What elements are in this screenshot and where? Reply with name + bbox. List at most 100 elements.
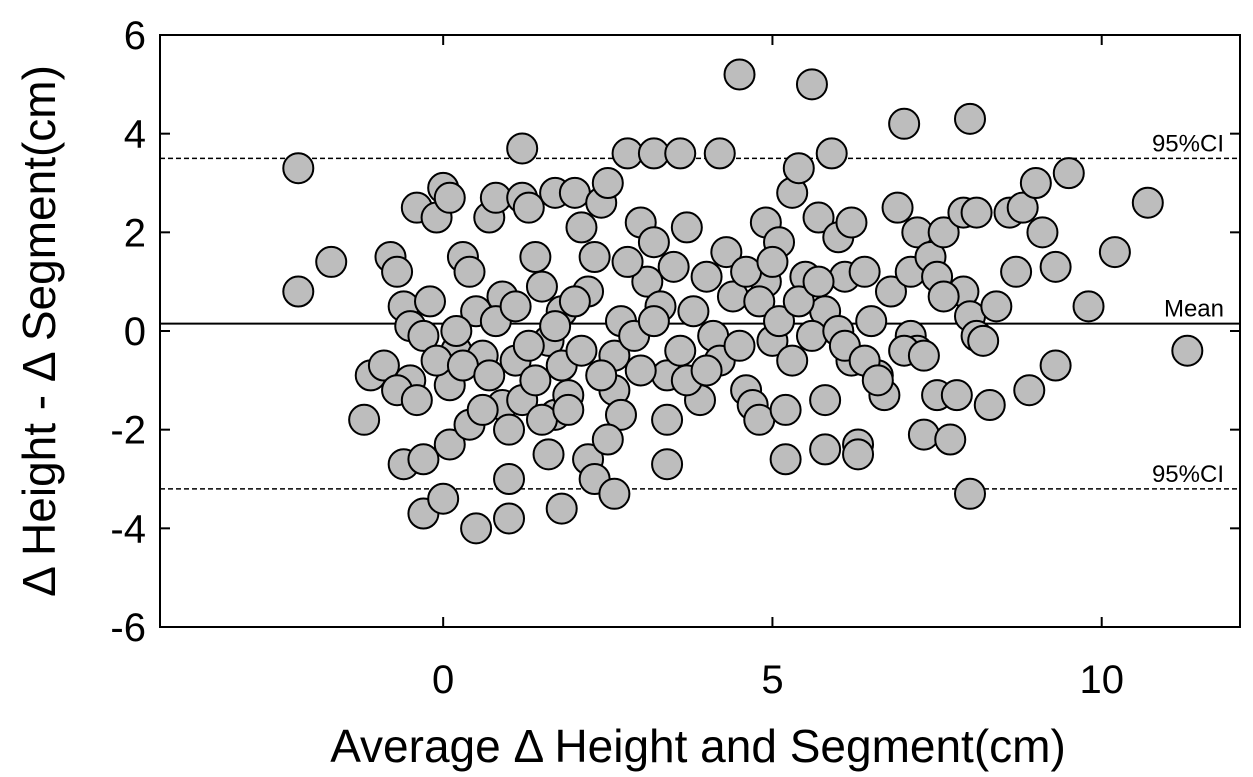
data-point-22 bbox=[453, 255, 486, 288]
data-point-55 bbox=[598, 477, 631, 510]
data-point-191 bbox=[927, 280, 960, 313]
data-point-116 bbox=[927, 216, 960, 249]
data-point-126 bbox=[967, 324, 1000, 357]
data-point-163 bbox=[578, 241, 611, 273]
data-point-33 bbox=[427, 482, 460, 515]
data-point-91 bbox=[802, 201, 835, 234]
data-point-142 bbox=[367, 349, 400, 382]
data-point-61 bbox=[631, 265, 664, 298]
data-point-117 bbox=[934, 423, 967, 456]
data-point-51 bbox=[591, 167, 624, 199]
data-point-139 bbox=[1098, 236, 1131, 269]
x-axis-ticks: 0 5 10 bbox=[432, 35, 1124, 702]
data-point-30 bbox=[493, 463, 526, 495]
data-point-182 bbox=[795, 319, 828, 352]
data-point-179 bbox=[763, 305, 796, 338]
data-point-100 bbox=[842, 438, 875, 471]
data-point-170 bbox=[657, 250, 690, 283]
data-point-18 bbox=[433, 181, 466, 214]
data-point-70 bbox=[677, 295, 710, 328]
data-point-173 bbox=[690, 354, 723, 387]
data-point-0 bbox=[282, 152, 315, 185]
data-point-131 bbox=[1006, 191, 1039, 224]
data-point-168 bbox=[624, 354, 657, 387]
reference-label-2: 95%CI bbox=[1152, 461, 1224, 488]
y-axis-label: Δ Height - Δ Segment(cm) bbox=[13, 65, 65, 597]
data-point-175 bbox=[723, 329, 756, 362]
y-tick-label-5: 4 bbox=[124, 113, 146, 157]
reference-labels: 95%CI Mean 95%CI bbox=[1152, 130, 1224, 488]
data-point-166 bbox=[611, 245, 644, 278]
data-point-31 bbox=[460, 512, 493, 545]
data-point-58 bbox=[532, 438, 565, 471]
data-point-177 bbox=[743, 285, 776, 318]
data-point-127 bbox=[973, 389, 1006, 421]
data-point-141 bbox=[1171, 334, 1204, 367]
data-point-155 bbox=[512, 329, 545, 362]
data-point-85 bbox=[769, 393, 802, 426]
data-point-90 bbox=[795, 68, 828, 101]
data-point-134 bbox=[1026, 216, 1059, 249]
y-tick-label-4: 2 bbox=[124, 211, 146, 255]
data-point-56 bbox=[591, 423, 624, 456]
data-point-121 bbox=[954, 102, 986, 135]
data-point-162 bbox=[565, 334, 598, 367]
data-point-54 bbox=[604, 398, 637, 431]
data-point-39 bbox=[525, 270, 558, 303]
data-point-181 bbox=[782, 285, 815, 318]
y-tick-label-6: 6 bbox=[124, 14, 146, 58]
data-point-62 bbox=[637, 226, 670, 259]
data-point-68 bbox=[664, 137, 697, 170]
data-point-164 bbox=[585, 359, 618, 392]
data-point-174 bbox=[710, 236, 743, 269]
data-point-133 bbox=[1019, 167, 1052, 199]
data-point-188 bbox=[861, 364, 894, 397]
data-point-32 bbox=[493, 502, 526, 535]
data-point-156 bbox=[519, 364, 552, 397]
data-point-95 bbox=[815, 137, 848, 170]
data-point-66 bbox=[651, 403, 684, 436]
data-point-146 bbox=[440, 315, 473, 347]
data-point-65 bbox=[651, 448, 684, 481]
data-point-29 bbox=[493, 413, 526, 446]
data-point-186 bbox=[835, 206, 868, 239]
data-point-135 bbox=[1039, 250, 1072, 283]
data-point-105 bbox=[874, 275, 907, 308]
data-point-183 bbox=[802, 265, 835, 298]
x-tick-label-1: 5 bbox=[761, 658, 783, 702]
data-point-144 bbox=[400, 384, 433, 417]
data-point-106 bbox=[881, 191, 914, 224]
x-tick-label-2: 10 bbox=[1079, 658, 1124, 702]
data-point-69 bbox=[670, 211, 703, 244]
data-point-150 bbox=[473, 359, 506, 392]
data-point-101 bbox=[848, 255, 881, 288]
data-point-1 bbox=[282, 275, 315, 308]
data-point-75 bbox=[703, 137, 736, 170]
data-point-149 bbox=[466, 393, 499, 426]
y-tick-label-2: -2 bbox=[110, 409, 146, 453]
y-tick-label-3: 0 bbox=[124, 310, 146, 354]
data-point-145 bbox=[420, 344, 453, 377]
data-point-107 bbox=[888, 107, 921, 140]
data-point-77 bbox=[723, 58, 756, 91]
data-point-123 bbox=[960, 196, 993, 229]
data-point-130 bbox=[1000, 255, 1033, 288]
data-point-6 bbox=[381, 255, 414, 288]
data-point-11 bbox=[407, 319, 440, 352]
data-point-34 bbox=[433, 428, 466, 461]
data-point-132 bbox=[1013, 374, 1046, 407]
data-point-137 bbox=[1052, 157, 1085, 190]
x-axis-label: Average Δ Height and Segment(cm) bbox=[330, 720, 1066, 772]
data-point-152 bbox=[499, 290, 532, 323]
y-tick-label-0: -6 bbox=[110, 606, 146, 650]
data-point-57 bbox=[545, 492, 578, 525]
data-point-136 bbox=[1039, 349, 1072, 382]
data-point-138 bbox=[1072, 290, 1105, 323]
data-point-2 bbox=[315, 245, 348, 278]
x-tick-label-0: 0 bbox=[432, 658, 454, 702]
data-point-4 bbox=[348, 403, 381, 436]
data-points bbox=[282, 58, 1204, 545]
data-point-190 bbox=[907, 339, 940, 372]
y-axis-ticks: -6 -4 -2 0 2 4 6 bbox=[110, 14, 1240, 650]
